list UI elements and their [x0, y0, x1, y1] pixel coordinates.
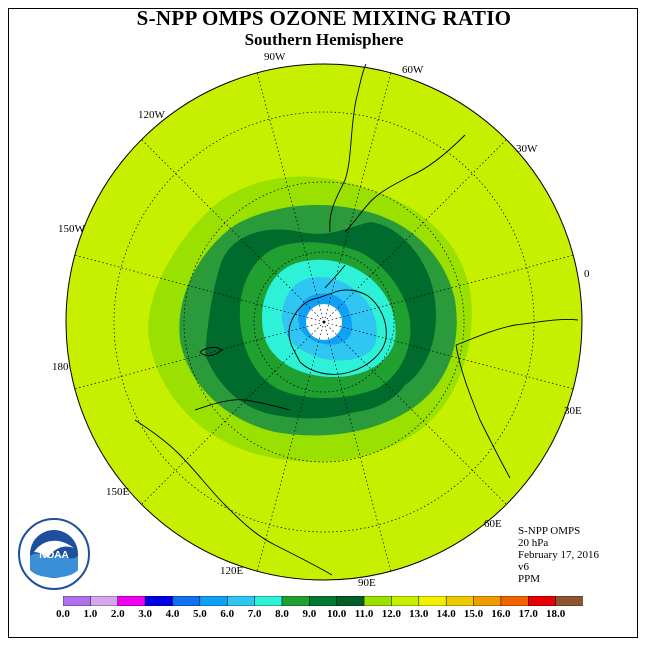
colorbar-tick-label: 7.0: [247, 608, 262, 620]
meridian-line: [323, 139, 507, 323]
meridian-line: [74, 321, 325, 390]
info-instrument: S-NPP OMPS: [518, 525, 581, 537]
colorbar-tick-label: 5.0: [192, 608, 207, 620]
logo-text: NOAA: [39, 550, 68, 561]
colorbar-swatch: [555, 596, 583, 606]
colorbar-swatch: [391, 596, 420, 606]
lon-label-150e: 150E: [106, 486, 130, 498]
meridian-line: [74, 254, 325, 323]
lon-label-30e: 30E: [564, 405, 582, 417]
meridian-line: [141, 321, 325, 505]
info-date: February 17, 2016: [518, 549, 599, 561]
lon-label-90w: 90W: [264, 51, 286, 63]
coastlines: [134, 63, 579, 576]
meridians: [74, 72, 574, 572]
lon-label-150w: 150W: [58, 223, 86, 235]
colorbar-swatch: [172, 596, 201, 606]
meridian-line: [323, 321, 392, 572]
colorbar-tick-label: 4.0: [165, 608, 180, 620]
colorbar-swatch: [90, 596, 119, 606]
colorbar-tick-label: 12.0: [381, 608, 402, 620]
meridian-line: [141, 139, 325, 323]
info-version: v6: [518, 561, 529, 573]
colorbar-tick-label: 18.0: [546, 608, 566, 620]
info-level: 20 hPa: [518, 537, 549, 549]
colorbar: [63, 596, 583, 606]
meridian-line: [323, 254, 574, 323]
longitude-labels: 90W 60W 30W 0 30E 60E 90E 120E 150E 180 …: [52, 51, 590, 589]
lon-label-120e: 120E: [220, 565, 244, 577]
colorbar-swatch: [144, 596, 174, 606]
colorbar-tick-label: 11.0: [354, 608, 374, 620]
colorbar-tick-label: 1.0: [83, 608, 98, 620]
map-title: S-NPP OMPS OZONE MIXING RATIO: [136, 6, 512, 30]
colorbar-tick-label: 3.0: [138, 608, 152, 620]
colorbar-tick-label: 6.0: [220, 608, 235, 620]
colorbar-tick-label: 2.0: [110, 608, 125, 620]
lon-label-180: 180: [52, 361, 69, 373]
colorbar-swatch: [309, 596, 338, 606]
colorbar-swatch: [336, 596, 365, 606]
meridian-line: [323, 321, 507, 505]
lon-label-120w: 120W: [138, 109, 166, 121]
meridian-line: [256, 72, 325, 323]
colorbar-swatch: [528, 596, 557, 606]
colorbar-swatch: [445, 596, 475, 606]
map-subtitle: Southern Hemisphere: [244, 30, 404, 49]
colorbar-swatch: [281, 596, 310, 606]
meridian-line: [323, 72, 392, 323]
colorbar-tick-label: 14.0: [436, 608, 456, 620]
colorbar-swatch: [473, 596, 502, 606]
colorbar-swatch: [199, 596, 228, 606]
colorbar-swatch: [418, 596, 447, 606]
colorbar-swatch: [254, 596, 283, 606]
lon-label-30w: 30W: [516, 143, 538, 155]
colorbar-tick-label: 17.0: [518, 608, 538, 620]
colorbar-tick-label: 15.0: [463, 608, 484, 620]
colorbar-swatch: [363, 596, 392, 606]
colorbar-swatch: [500, 596, 529, 606]
lon-label-0: 0: [584, 268, 590, 280]
graticule: [113, 111, 535, 533]
colorbar-tick-label: 0.0: [56, 608, 70, 620]
meridian-line: [323, 321, 574, 390]
noaa-logo: NOAA: [18, 518, 90, 590]
lon-label-60w: 60W: [402, 64, 424, 76]
info-units: PPM: [518, 573, 541, 585]
colorbar-tick-label: 8.0: [275, 608, 289, 620]
colorbar-tick-label: 9.0: [302, 608, 317, 620]
colorbar-tick-label: 13.0: [409, 608, 429, 620]
colorbar-swatch: [63, 596, 91, 606]
lon-label-90e: 90E: [358, 577, 376, 589]
colorbar-swatch: [117, 596, 146, 606]
lon-label-60e: 60E: [484, 518, 502, 530]
colorbar-swatch: [226, 596, 256, 606]
colorbar-tick-label: 10.0: [327, 608, 347, 620]
colorbar-tick-label: 16.0: [491, 608, 511, 620]
meridian-line: [256, 321, 325, 572]
